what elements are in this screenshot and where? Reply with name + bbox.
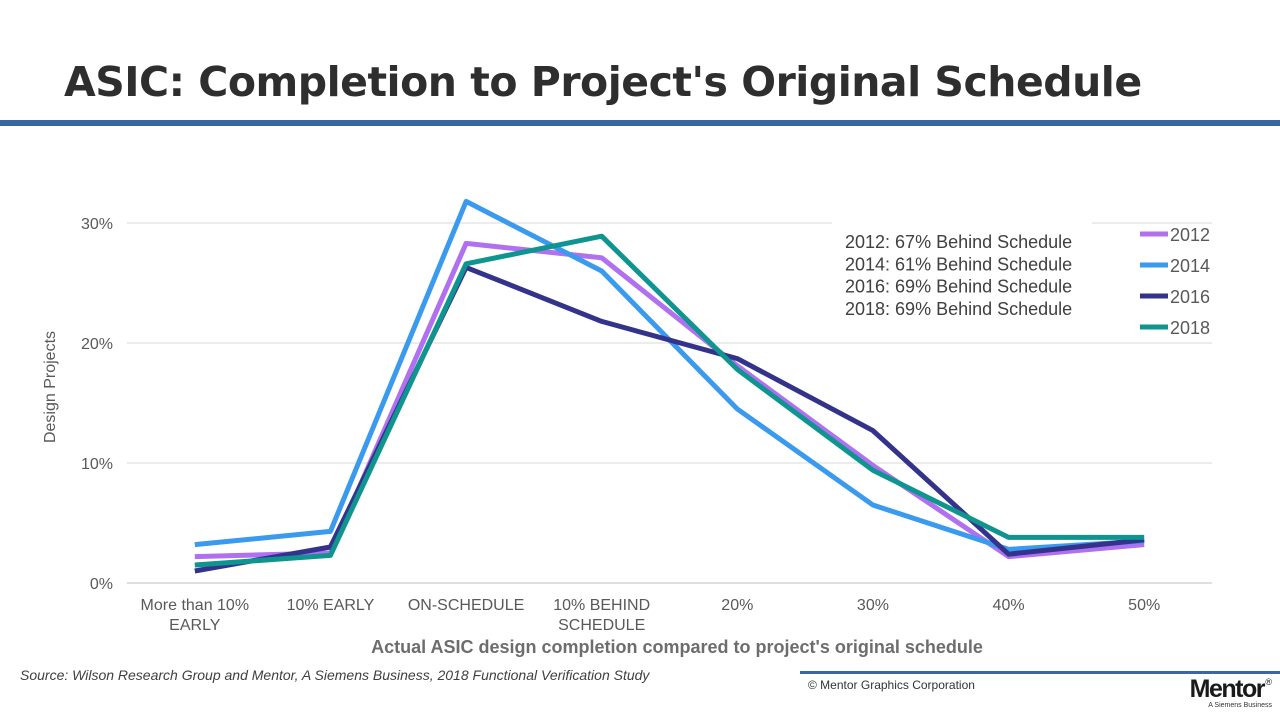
legend-label-2012: 2012: [1170, 225, 1210, 245]
x-tick-label: 10% BEHIND SCHEDULE: [553, 597, 650, 634]
source-note: Source: Wilson Research Group and Mentor…: [20, 667, 650, 683]
y-tick-label: 0%: [90, 576, 113, 593]
x-tick-label: 30%: [857, 597, 889, 614]
y-axis-ticks: 0% 10% 20% 30%: [81, 216, 113, 593]
logo-registered-mark: ®: [1265, 677, 1272, 687]
series-line-2016: [194, 264, 1145, 574]
x-tick-label: ON-SCHEDULE: [408, 597, 524, 614]
x-tick-label: 50%: [1128, 597, 1160, 614]
footer-divider: [800, 671, 1280, 674]
logo-wordmark: Mentor: [1189, 675, 1266, 703]
copyright-text: © Mentor Graphics Corporation: [808, 678, 975, 692]
page-title: ASIC: Completion to Project's Original S…: [64, 58, 1142, 106]
annotation-line: 2016: 69% Behind Schedule: [845, 277, 1072, 297]
legend-label-2014: 2014: [1170, 256, 1210, 276]
y-tick-label: 10%: [81, 456, 113, 473]
mentor-logo: Mentor ® A Siemens Business: [1160, 675, 1272, 715]
x-tick-label: 10% EARLY: [287, 597, 375, 614]
annotation-line: 2012: 67% Behind Schedule: [845, 232, 1072, 252]
x-tick-label: 20%: [721, 597, 753, 614]
legend-label-2016: 2016: [1170, 287, 1210, 307]
x-tick-label: 40%: [993, 597, 1025, 614]
x-tick-label: More than 10% EARLY: [141, 597, 250, 634]
annotation-box: [832, 216, 1092, 324]
y-tick-label: 30%: [81, 216, 113, 233]
series-line-2018: [194, 233, 1145, 568]
title-divider: [0, 120, 1280, 126]
y-tick-label: 20%: [81, 336, 113, 353]
x-axis-title: Actual ASIC design completion compared t…: [371, 637, 983, 657]
legend: 2012 2014 2016 2018: [1140, 225, 1210, 338]
y-axis-title: Design Projects: [42, 331, 59, 443]
x-axis-ticks: More than 10% EARLY 10% EARLY ON-SCHEDULE 10…: [141, 597, 1161, 634]
annotation-line: 2018: 69% Behind Schedule: [845, 299, 1072, 319]
legend-label-2018: 2018: [1170, 318, 1210, 338]
series-lines: [194, 198, 1145, 574]
annotation-line: 2014: 61% Behind Schedule: [845, 254, 1072, 274]
logo-tagline: A Siemens Business: [1208, 702, 1272, 709]
